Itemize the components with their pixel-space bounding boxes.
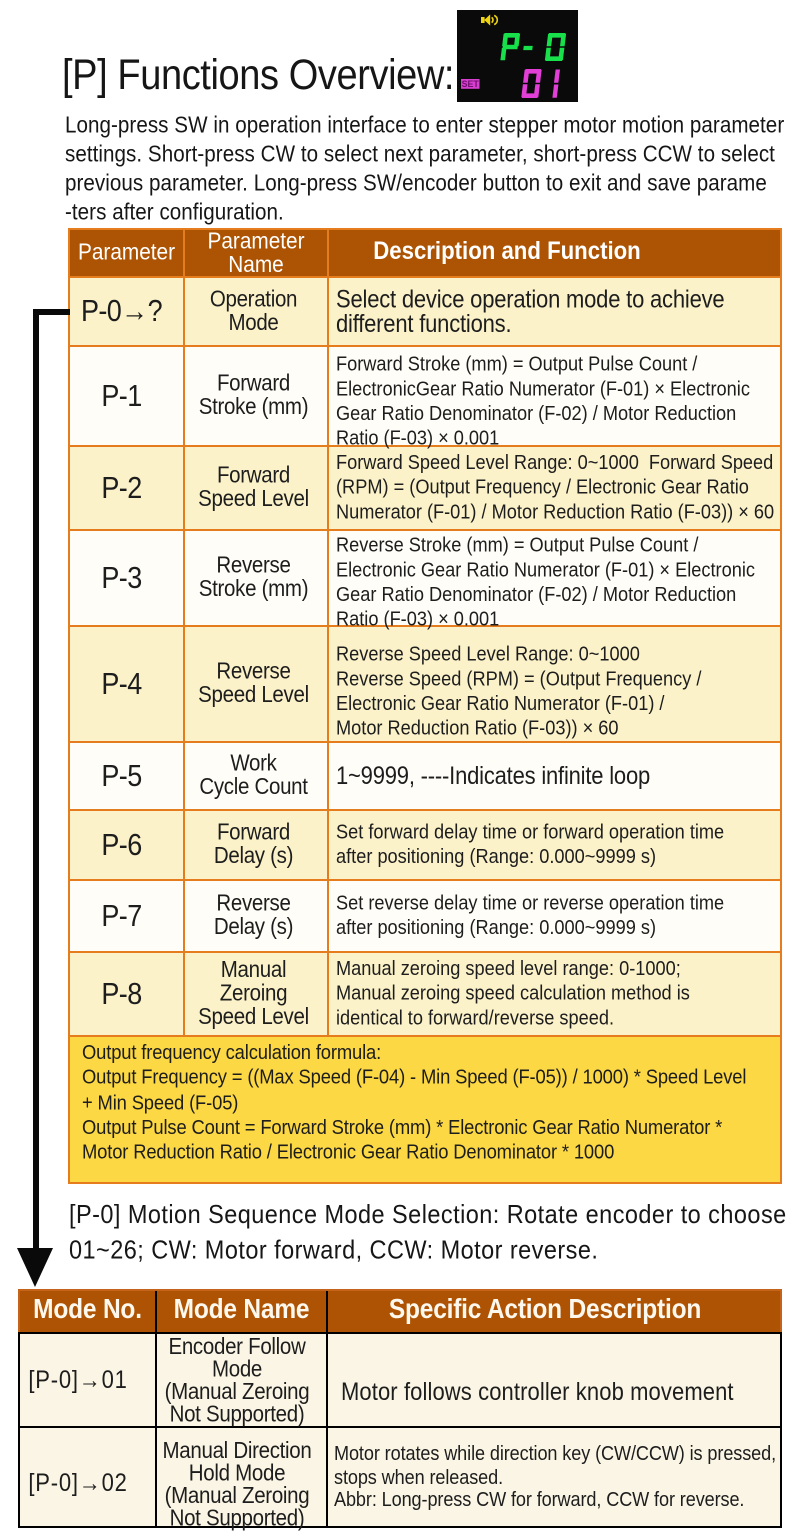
svg-text:SET: SET [462, 79, 480, 89]
